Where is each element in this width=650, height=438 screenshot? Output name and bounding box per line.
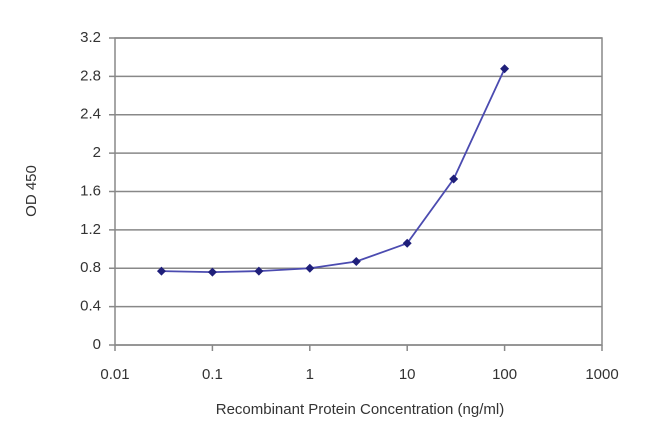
y-tick-label: 0.4 — [80, 298, 101, 315]
x-tick-label: 100 — [492, 366, 517, 383]
y-tick-label: 1.6 — [80, 182, 101, 199]
y-tick-label: 2 — [93, 144, 101, 161]
data-point — [207, 267, 217, 277]
y-tick-label: 0.8 — [80, 259, 101, 276]
data-point — [351, 257, 361, 267]
x-tick-label: 1 — [306, 366, 314, 383]
data-line — [161, 68, 506, 273]
data-point — [449, 174, 459, 184]
y-tick-label: 2.4 — [80, 106, 101, 123]
x-tick-label: 10 — [399, 366, 416, 383]
data-point — [500, 64, 510, 74]
y-tick-label: 0 — [93, 336, 101, 353]
y-tick-label: 1.2 — [80, 221, 101, 238]
y-axis-label: OD 450 — [23, 165, 40, 217]
x-axis-label: Recombinant Protein Concentration (ng/ml… — [216, 401, 504, 418]
x-tick-label: 1000 — [585, 366, 618, 383]
data-point — [156, 266, 166, 276]
data-point — [402, 238, 412, 248]
data-point — [254, 266, 264, 276]
x-tick-label: 0.1 — [202, 366, 223, 383]
y-tick-label: 2.8 — [80, 67, 101, 84]
y-tick-label: 3.2 — [80, 29, 101, 46]
data-point — [305, 263, 315, 273]
x-tick-label: 0.01 — [100, 366, 129, 383]
